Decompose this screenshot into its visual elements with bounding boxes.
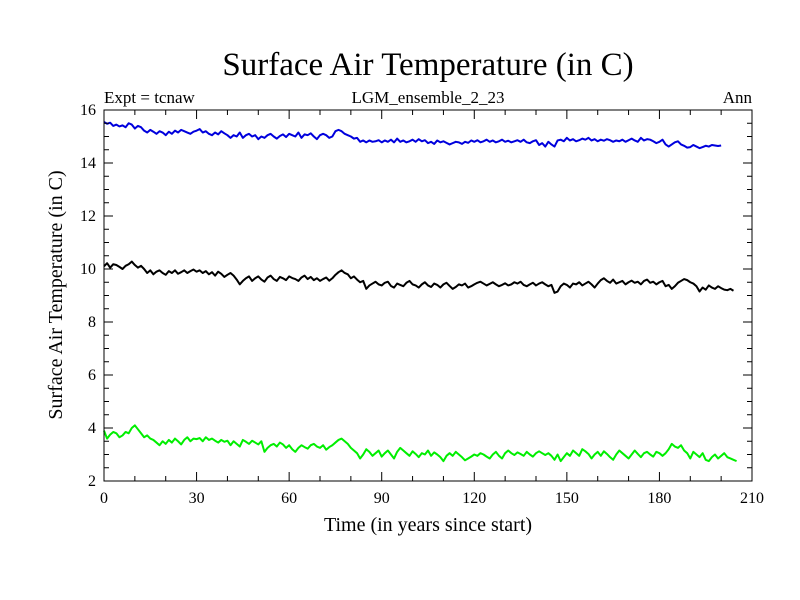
y-tick-label: 12 <box>80 208 96 225</box>
x-tick-label: 60 <box>281 490 297 507</box>
x-tick-label: 0 <box>100 490 108 507</box>
subtitle-center: LGM_ensemble_2_23 <box>352 88 505 107</box>
y-tick-label: 2 <box>88 473 96 490</box>
subtitle-left: Expt = tcnaw <box>104 88 196 107</box>
subtitle-right: Ann <box>723 88 753 107</box>
y-tick-label: 14 <box>80 155 96 172</box>
x-tick-label: 90 <box>374 490 390 507</box>
x-axis-label: Time (in years since start) <box>324 514 532 536</box>
plot-frame <box>103 109 753 482</box>
x-axis: 0 30 60 90 120 150 180 210 <box>100 110 764 507</box>
x-tick-label: 30 <box>189 490 205 507</box>
y-axis: 2 4 6 8 10 12 14 16 <box>80 102 752 490</box>
series-line-lower <box>103 424 737 463</box>
series-line-upper <box>103 121 722 150</box>
x-tick-label: 210 <box>740 490 764 507</box>
x-tick-label: 120 <box>462 490 486 507</box>
y-tick-label: 10 <box>80 261 96 278</box>
y-tick-label: 4 <box>88 420 96 437</box>
y-tick-label: 8 <box>88 314 96 331</box>
y-axis-label: Surface Air Temperature (in C) <box>45 170 67 419</box>
x-tick-label: 180 <box>647 490 671 507</box>
x-tick-label: 150 <box>555 490 579 507</box>
y-tick-label: 6 <box>88 367 96 384</box>
series-layer <box>103 121 737 463</box>
series-line-middle <box>103 260 735 294</box>
y-tick-label: 16 <box>80 102 96 119</box>
chart-title: Surface Air Temperature (in C) <box>222 47 633 83</box>
